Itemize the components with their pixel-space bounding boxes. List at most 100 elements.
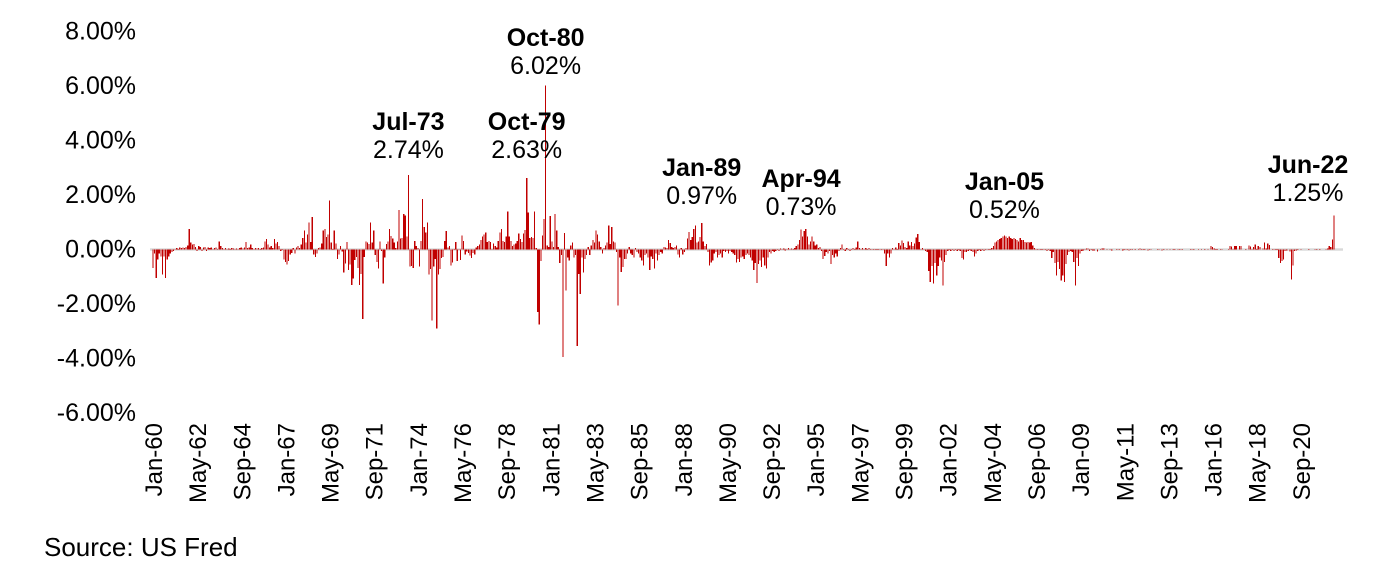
bar <box>433 249 435 267</box>
bar <box>1033 248 1036 250</box>
bar <box>945 249 947 255</box>
bar <box>488 240 490 250</box>
bar <box>562 249 564 358</box>
bar <box>597 234 599 250</box>
bar <box>1025 242 1028 250</box>
bar <box>809 241 812 250</box>
bar <box>1005 236 1007 250</box>
bar <box>983 249 985 251</box>
bar <box>1040 249 1042 251</box>
bar <box>183 248 186 250</box>
annotation-jan-89: Jan-890.97% <box>662 154 741 210</box>
bar <box>899 245 901 250</box>
bar <box>716 249 719 258</box>
bar <box>671 246 673 250</box>
bar <box>340 246 342 250</box>
bar <box>573 249 575 258</box>
bar <box>694 225 697 250</box>
bar <box>772 249 774 251</box>
bar <box>904 246 906 250</box>
bar <box>666 248 668 250</box>
bar <box>743 249 745 260</box>
bar <box>319 247 321 250</box>
bar <box>239 248 241 250</box>
bar <box>459 249 462 260</box>
bar <box>614 242 616 250</box>
bar <box>767 249 769 258</box>
bar <box>1278 249 1280 259</box>
bar <box>794 248 796 250</box>
bar <box>1331 239 1334 250</box>
bar <box>650 249 652 257</box>
bar <box>820 249 823 251</box>
bar <box>179 247 181 250</box>
bar <box>393 242 395 250</box>
annotation-month-label: Jul-73 <box>372 108 444 136</box>
bar <box>388 229 391 250</box>
bar <box>568 249 570 261</box>
x-tick-label: May-97 <box>847 423 874 503</box>
bar <box>1122 249 1124 251</box>
bar <box>193 244 195 250</box>
bar <box>1063 249 1065 282</box>
bar <box>830 249 832 264</box>
bar <box>240 247 242 250</box>
bar <box>157 249 159 260</box>
bar <box>710 249 712 263</box>
bar <box>664 247 667 250</box>
bar <box>1062 249 1064 276</box>
bar <box>223 248 225 250</box>
x-tick-label: Sep-92 <box>759 423 786 500</box>
annotation-month-label: Jan-89 <box>662 154 741 182</box>
bar <box>153 249 156 254</box>
bar <box>1235 246 1237 250</box>
bar <box>1282 249 1285 260</box>
bar <box>731 249 733 253</box>
bar <box>929 249 931 282</box>
bar <box>273 239 276 250</box>
bar <box>732 249 734 254</box>
bar <box>491 248 493 250</box>
bar <box>988 249 990 251</box>
bar <box>188 229 190 250</box>
bar <box>1230 246 1233 250</box>
bar <box>217 248 219 250</box>
bar <box>586 249 588 255</box>
bar <box>317 248 320 250</box>
bar <box>412 249 414 269</box>
bar <box>563 233 566 250</box>
bar <box>160 249 162 257</box>
bar <box>880 249 883 251</box>
bar <box>204 246 206 250</box>
bar <box>898 243 900 250</box>
bar <box>997 239 999 250</box>
bar <box>1161 249 1163 251</box>
bar <box>663 246 665 250</box>
bar <box>986 248 988 250</box>
bar <box>242 248 244 250</box>
bar <box>973 249 976 257</box>
bar <box>548 246 550 250</box>
bar <box>1316 248 1318 250</box>
bar <box>346 241 348 250</box>
bar <box>702 241 704 250</box>
bar <box>336 249 339 260</box>
bar <box>705 244 708 250</box>
bar <box>245 241 247 250</box>
bar <box>1036 249 1039 251</box>
bar <box>280 249 282 252</box>
bar <box>688 232 690 250</box>
bar <box>284 249 287 263</box>
bar <box>1111 249 1113 251</box>
bar <box>622 249 624 267</box>
bar <box>288 249 290 261</box>
bar <box>620 249 622 272</box>
bar <box>155 249 157 278</box>
bar <box>1128 249 1130 251</box>
bar <box>267 244 269 250</box>
bar <box>800 229 802 250</box>
bar <box>966 249 968 253</box>
bar <box>1073 249 1075 263</box>
bar <box>776 248 779 250</box>
